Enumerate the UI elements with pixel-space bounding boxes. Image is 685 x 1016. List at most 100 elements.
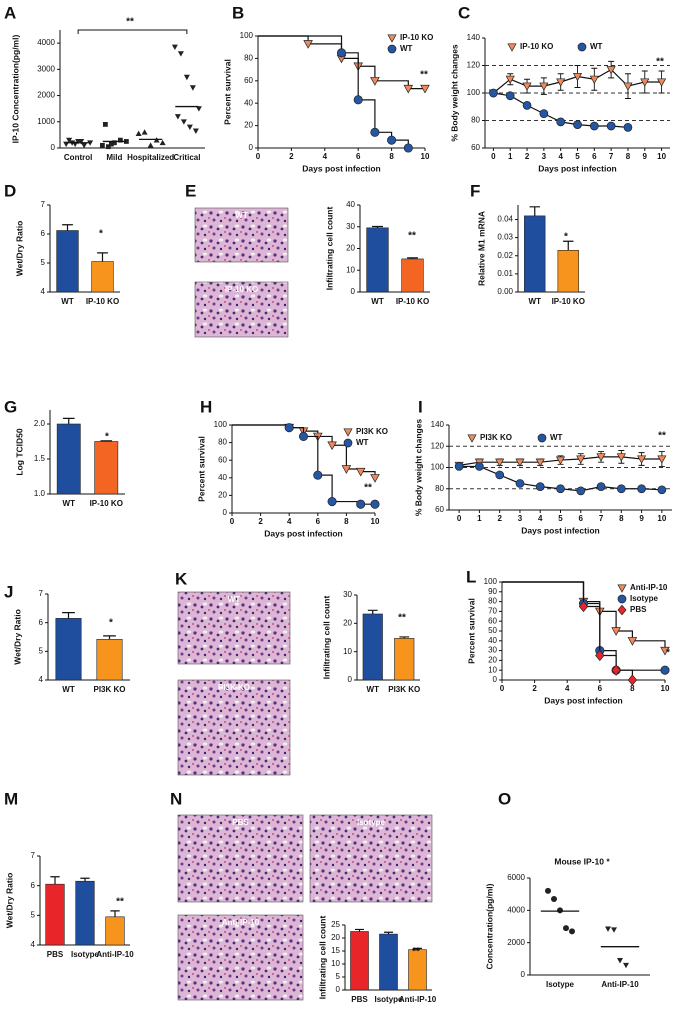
y-tick-label: 60	[471, 143, 480, 152]
y-tick-label: 1.5	[34, 454, 46, 463]
x-tick-label: 7	[599, 514, 604, 523]
marker	[596, 482, 606, 491]
marker	[454, 462, 464, 471]
marker	[611, 927, 617, 933]
marker	[370, 474, 380, 483]
error-bar	[62, 224, 73, 231]
y-tick-label: 4000	[37, 38, 55, 47]
x-tick-label: 8	[619, 514, 624, 523]
marker	[660, 665, 670, 675]
bar	[362, 613, 383, 681]
x-tick-label: 7	[609, 152, 614, 161]
y-tick-label: 4000	[507, 905, 525, 914]
marker	[353, 95, 363, 105]
marker	[596, 453, 606, 462]
x-tick-label: 2	[497, 514, 502, 523]
y-tick-label: 4	[31, 940, 36, 949]
marker	[606, 66, 616, 75]
x-tick-label: Control	[64, 153, 92, 162]
x-tick-label: Isotype	[71, 950, 100, 959]
marker	[556, 78, 566, 87]
significance-label: **	[658, 431, 666, 442]
x-axis-label: Days post infection	[264, 528, 342, 538]
y-tick-label: 20	[331, 933, 340, 942]
marker	[515, 458, 525, 467]
image-caption: WT	[228, 595, 241, 604]
y-axis-label: Percent survival	[466, 598, 476, 664]
marker	[545, 887, 551, 894]
histology-image	[194, 281, 289, 338]
significance-label: *	[666, 648, 670, 659]
y-tick-label: 60	[244, 76, 253, 85]
marker	[355, 467, 366, 477]
y-tick-label: 0.03	[497, 233, 513, 242]
y-tick-label: 40	[244, 98, 253, 107]
bar	[94, 441, 119, 495]
y-tick-label: 30	[343, 590, 352, 599]
marker	[627, 674, 638, 686]
marker	[183, 74, 190, 81]
y-axis-label: Infiltrating cell count	[317, 916, 327, 1000]
legend-label: WT	[400, 44, 413, 53]
x-axis-label: Days post infection	[302, 163, 380, 173]
x-tick-label: 4	[558, 152, 563, 161]
y-tick-label: 1.0	[34, 489, 46, 498]
x-tick-label: 0	[491, 152, 496, 161]
marker	[616, 453, 626, 462]
y-tick-label: 30	[346, 222, 355, 231]
y-tick-label: 0	[351, 287, 356, 296]
marker	[141, 129, 148, 135]
panel-label: H	[200, 397, 212, 416]
marker	[563, 925, 569, 932]
marker	[303, 40, 313, 49]
x-tick-label: 0	[230, 517, 235, 526]
x-tick-label: PI3K KO	[388, 685, 420, 694]
y-tick-label: 0	[521, 970, 526, 979]
x-tick-label: 4	[287, 517, 292, 526]
x-tick-label: 10	[657, 514, 666, 523]
error-bar	[50, 876, 60, 885]
y-axis-label: Infiltrating cell count	[321, 596, 331, 680]
error-bar	[62, 417, 75, 424]
significance-label: **	[408, 231, 416, 242]
y-tick-label: 120	[467, 61, 481, 70]
x-tick-label: 10	[421, 152, 430, 161]
marker	[195, 106, 202, 112]
marker	[605, 926, 611, 932]
y-tick-label: 0	[51, 143, 56, 152]
panel-label: C	[458, 3, 470, 22]
error-bar	[399, 636, 410, 639]
error-bar	[97, 252, 108, 262]
marker	[573, 120, 582, 129]
x-tick-label: Anti-IP-10	[96, 950, 134, 959]
error-bar	[100, 440, 113, 442]
x-axis-label: Days post infection	[544, 695, 622, 705]
y-tick-label: 0	[348, 675, 353, 684]
marker	[578, 600, 589, 613]
marker	[627, 637, 638, 646]
x-tick-label: WT	[63, 499, 76, 508]
y-tick-label: 30	[488, 646, 497, 655]
marker	[174, 114, 181, 120]
x-tick-label: IP-10 KO	[86, 297, 119, 306]
marker	[595, 649, 605, 662]
image-caption: PBS	[232, 818, 249, 827]
x-tick-label: 5	[558, 514, 563, 523]
panel-label: G	[4, 397, 17, 416]
y-tick-label: 100	[431, 463, 445, 472]
x-tick-label: 4	[538, 514, 543, 523]
y-tick-label: 4	[39, 675, 44, 684]
y-tick-label: 40	[346, 200, 355, 209]
marker	[539, 82, 549, 91]
y-tick-label: 100	[240, 31, 254, 40]
y-tick-label: 6	[31, 881, 36, 890]
marker	[640, 78, 650, 87]
marker	[192, 128, 199, 134]
marker	[489, 88, 498, 98]
marker	[177, 51, 184, 57]
x-tick-label: 6	[316, 517, 321, 526]
marker	[403, 84, 414, 94]
marker	[66, 137, 73, 144]
significance-label: **	[126, 17, 134, 28]
significance-bracket	[77, 29, 188, 34]
